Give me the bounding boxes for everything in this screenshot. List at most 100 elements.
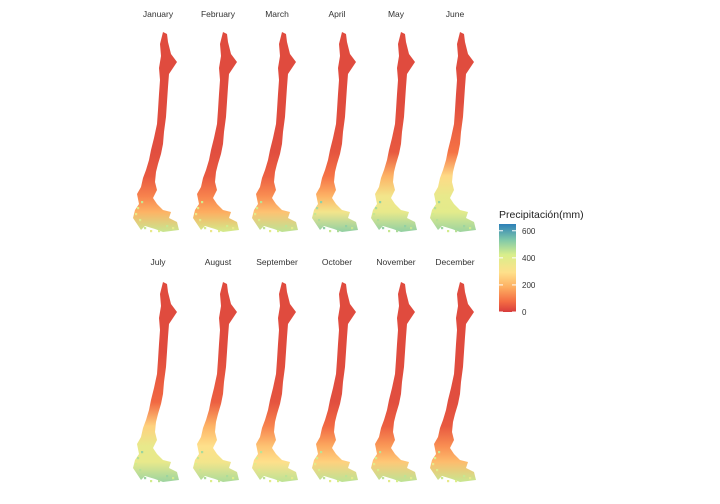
panel-title: June — [446, 9, 465, 19]
island-mark — [329, 480, 332, 483]
island-mark — [291, 227, 294, 230]
island-mark — [345, 225, 348, 228]
island-mark — [254, 213, 257, 216]
island-mark — [469, 477, 472, 480]
panel-title: July — [150, 257, 166, 267]
island-mark — [377, 469, 380, 472]
island-mark — [166, 225, 169, 228]
island-mark — [318, 219, 321, 222]
island-mark — [320, 201, 323, 204]
chile-precipitation-shape — [252, 282, 298, 482]
southern-islands — [254, 451, 294, 483]
island-mark — [410, 477, 413, 480]
island-mark — [150, 230, 153, 233]
island-mark — [438, 451, 441, 454]
island-mark — [320, 451, 323, 454]
island-mark — [373, 213, 376, 216]
island-mark — [258, 469, 261, 472]
island-mark — [432, 213, 435, 216]
panel-title: August — [205, 257, 232, 267]
island-mark — [199, 469, 202, 472]
island-mark — [447, 480, 450, 483]
island-mark — [455, 480, 458, 483]
island-mark — [201, 201, 204, 204]
island-mark — [373, 463, 376, 466]
island-mark — [337, 480, 340, 483]
legend-tick-label: 0 — [522, 308, 527, 317]
island-mark — [463, 225, 466, 228]
island-mark — [285, 225, 288, 228]
island-mark — [195, 213, 198, 216]
island-mark — [438, 201, 441, 204]
island-mark — [137, 457, 140, 460]
island-mark — [388, 480, 391, 483]
island-mark — [199, 219, 202, 222]
chile-precipitation-shape — [371, 32, 417, 232]
island-mark — [441, 227, 444, 230]
island-mark — [375, 457, 378, 460]
island-mark — [141, 201, 144, 204]
island-mark — [323, 477, 326, 480]
island-mark — [144, 227, 147, 230]
island-mark — [210, 480, 213, 483]
map-panel-june: June — [430, 9, 476, 233]
map-panels: January February March April May June July Augu… — [133, 9, 476, 483]
island-mark — [218, 230, 221, 233]
island-mark — [329, 230, 332, 233]
legend-ticks: 600 400 200 0 — [499, 227, 536, 317]
map-panel-may: May — [371, 9, 417, 233]
island-mark — [379, 451, 382, 454]
chile-precipitation-shape — [252, 32, 298, 232]
island-mark — [204, 227, 207, 230]
island-mark — [197, 457, 200, 460]
island-mark — [218, 480, 221, 483]
island-mark — [432, 463, 435, 466]
island-mark — [150, 480, 153, 483]
southern-islands — [373, 201, 413, 233]
map-panel-october: October — [312, 257, 358, 483]
chile-precipitation-shape — [193, 282, 239, 482]
island-mark — [197, 207, 200, 210]
island-mark — [318, 469, 321, 472]
legend-tick-label: 200 — [522, 281, 536, 290]
island-mark — [135, 213, 138, 216]
southern-islands — [373, 451, 413, 483]
island-mark — [210, 230, 213, 233]
chile-precipitation-shape — [371, 282, 417, 482]
map-panel-december: December — [430, 257, 476, 483]
chile-precipitation-shape — [193, 32, 239, 232]
legend-tick-label: 400 — [522, 254, 536, 263]
panel-title: February — [201, 9, 236, 19]
southern-islands — [135, 451, 175, 483]
chile-precipitation-shape — [133, 282, 179, 482]
island-mark — [396, 230, 399, 233]
island-mark — [144, 477, 147, 480]
island-mark — [434, 457, 437, 460]
island-mark — [377, 219, 380, 222]
panel-title: May — [388, 9, 405, 19]
panel-title: November — [376, 257, 415, 267]
chile-precipitation-shape — [312, 282, 358, 482]
island-mark — [388, 230, 391, 233]
southern-islands — [432, 201, 472, 233]
island-mark — [436, 469, 439, 472]
island-mark — [404, 225, 407, 228]
precipitation-legend: Precipitación(mm) 600 400 200 0 — [499, 209, 584, 317]
panel-title: September — [256, 257, 298, 267]
map-panel-january: January — [133, 9, 179, 233]
island-mark — [379, 201, 382, 204]
island-mark — [139, 469, 142, 472]
island-mark — [345, 475, 348, 478]
island-mark — [141, 451, 144, 454]
island-mark — [316, 457, 319, 460]
island-mark — [441, 477, 444, 480]
island-mark — [434, 207, 437, 210]
panel-title: April — [328, 9, 345, 19]
map-panel-july: July — [133, 257, 179, 483]
island-mark — [314, 463, 317, 466]
island-mark — [172, 477, 175, 480]
island-mark — [323, 227, 326, 230]
island-mark — [195, 463, 198, 466]
island-mark — [314, 213, 317, 216]
island-mark — [226, 225, 229, 228]
